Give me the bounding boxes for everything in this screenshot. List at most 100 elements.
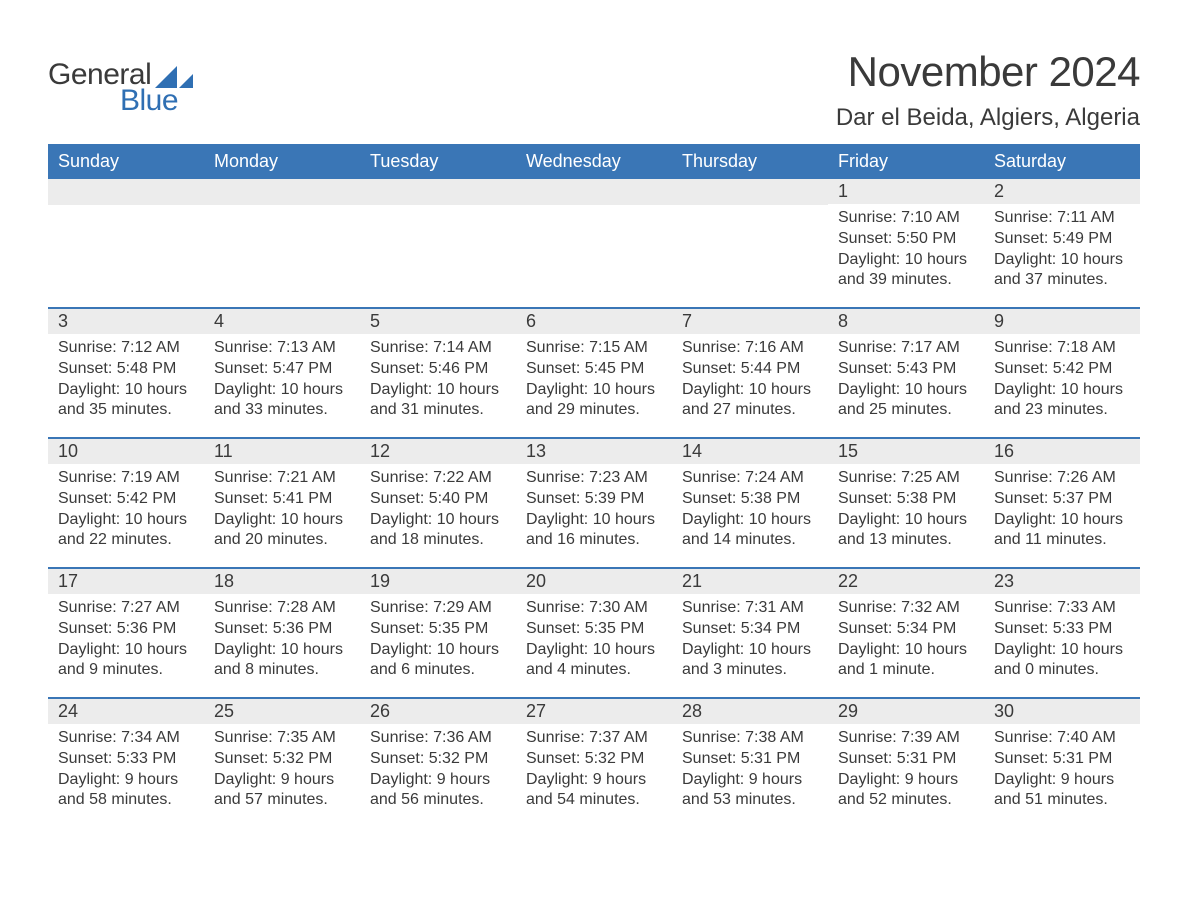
day-number: 9 [984,309,1140,334]
day-details: Sunrise: 7:14 AMSunset: 5:46 PMDaylight:… [360,334,516,421]
day-number [360,179,516,205]
calendar-day: 7Sunrise: 7:16 AMSunset: 5:44 PMDaylight… [672,309,828,437]
daylight-text: Daylight: 10 hours and 9 minutes. [58,640,194,682]
day-details: Sunrise: 7:28 AMSunset: 5:36 PMDaylight:… [204,594,360,681]
sunrise-text: Sunrise: 7:26 AM [994,468,1130,489]
day-number: 10 [48,439,204,464]
calendar-day: 8Sunrise: 7:17 AMSunset: 5:43 PMDaylight… [828,309,984,437]
sunset-text: Sunset: 5:37 PM [994,489,1130,510]
day-details: Sunrise: 7:13 AMSunset: 5:47 PMDaylight:… [204,334,360,421]
daylight-text: Daylight: 10 hours and 16 minutes. [526,510,662,552]
day-number: 24 [48,699,204,724]
sunrise-text: Sunrise: 7:39 AM [838,728,974,749]
day-number: 25 [204,699,360,724]
daylight-text: Daylight: 10 hours and 18 minutes. [370,510,506,552]
sunset-text: Sunset: 5:40 PM [370,489,506,510]
daylight-text: Daylight: 10 hours and 25 minutes. [838,380,974,422]
sunrise-text: Sunrise: 7:37 AM [526,728,662,749]
daylight-text: Daylight: 9 hours and 57 minutes. [214,770,350,812]
sunset-text: Sunset: 5:31 PM [838,749,974,770]
sunrise-text: Sunrise: 7:14 AM [370,338,506,359]
sunrise-text: Sunrise: 7:13 AM [214,338,350,359]
sunset-text: Sunset: 5:47 PM [214,359,350,380]
day-number: 2 [984,179,1140,204]
day-details: Sunrise: 7:25 AMSunset: 5:38 PMDaylight:… [828,464,984,551]
sunrise-text: Sunrise: 7:38 AM [682,728,818,749]
brand-logo: General Blue [48,48,193,118]
calendar-day: 23Sunrise: 7:33 AMSunset: 5:33 PMDayligh… [984,569,1140,697]
sunset-text: Sunset: 5:33 PM [58,749,194,770]
calendar-day: 10Sunrise: 7:19 AMSunset: 5:42 PMDayligh… [48,439,204,567]
day-number: 8 [828,309,984,334]
daylight-text: Daylight: 10 hours and 27 minutes. [682,380,818,422]
sunset-text: Sunset: 5:49 PM [994,229,1130,250]
daylight-text: Daylight: 10 hours and 14 minutes. [682,510,818,552]
daylight-text: Daylight: 10 hours and 4 minutes. [526,640,662,682]
calendar-day [204,179,360,307]
day-details: Sunrise: 7:39 AMSunset: 5:31 PMDaylight:… [828,724,984,811]
sunrise-text: Sunrise: 7:30 AM [526,598,662,619]
sunset-text: Sunset: 5:43 PM [838,359,974,380]
day-details: Sunrise: 7:34 AMSunset: 5:33 PMDaylight:… [48,724,204,811]
day-number: 7 [672,309,828,334]
month-title: November 2024 [836,48,1140,96]
daylight-text: Daylight: 10 hours and 6 minutes. [370,640,506,682]
calendar-day: 29Sunrise: 7:39 AMSunset: 5:31 PMDayligh… [828,699,984,827]
sunset-text: Sunset: 5:32 PM [370,749,506,770]
sunrise-text: Sunrise: 7:40 AM [994,728,1130,749]
sunset-text: Sunset: 5:42 PM [58,489,194,510]
col-sunday: Sunday [48,144,204,179]
calendar-header-row: Sunday Monday Tuesday Wednesday Thursday… [48,144,1140,179]
sunrise-text: Sunrise: 7:25 AM [838,468,974,489]
sunset-text: Sunset: 5:34 PM [838,619,974,640]
calendar-day: 6Sunrise: 7:15 AMSunset: 5:45 PMDaylight… [516,309,672,437]
daylight-text: Daylight: 9 hours and 51 minutes. [994,770,1130,812]
calendar-day: 20Sunrise: 7:30 AMSunset: 5:35 PMDayligh… [516,569,672,697]
day-details: Sunrise: 7:12 AMSunset: 5:48 PMDaylight:… [48,334,204,421]
sunset-text: Sunset: 5:33 PM [994,619,1130,640]
sunset-text: Sunset: 5:32 PM [214,749,350,770]
calendar-day: 28Sunrise: 7:38 AMSunset: 5:31 PMDayligh… [672,699,828,827]
calendar-day: 11Sunrise: 7:21 AMSunset: 5:41 PMDayligh… [204,439,360,567]
sunrise-text: Sunrise: 7:17 AM [838,338,974,359]
daylight-text: Daylight: 9 hours and 54 minutes. [526,770,662,812]
day-details: Sunrise: 7:32 AMSunset: 5:34 PMDaylight:… [828,594,984,681]
sunrise-text: Sunrise: 7:28 AM [214,598,350,619]
daylight-text: Daylight: 10 hours and 11 minutes. [994,510,1130,552]
sunrise-text: Sunrise: 7:19 AM [58,468,194,489]
day-number: 19 [360,569,516,594]
sunset-text: Sunset: 5:50 PM [838,229,974,250]
sunrise-text: Sunrise: 7:21 AM [214,468,350,489]
day-details: Sunrise: 7:21 AMSunset: 5:41 PMDaylight:… [204,464,360,551]
calendar-day: 19Sunrise: 7:29 AMSunset: 5:35 PMDayligh… [360,569,516,697]
day-details: Sunrise: 7:17 AMSunset: 5:43 PMDaylight:… [828,334,984,421]
sunset-text: Sunset: 5:41 PM [214,489,350,510]
calendar-day: 3Sunrise: 7:12 AMSunset: 5:48 PMDaylight… [48,309,204,437]
calendar-day: 17Sunrise: 7:27 AMSunset: 5:36 PMDayligh… [48,569,204,697]
day-details: Sunrise: 7:37 AMSunset: 5:32 PMDaylight:… [516,724,672,811]
calendar-day: 30Sunrise: 7:40 AMSunset: 5:31 PMDayligh… [984,699,1140,827]
calendar-day: 25Sunrise: 7:35 AMSunset: 5:32 PMDayligh… [204,699,360,827]
daylight-text: Daylight: 10 hours and 33 minutes. [214,380,350,422]
day-number: 5 [360,309,516,334]
calendar-day: 5Sunrise: 7:14 AMSunset: 5:46 PMDaylight… [360,309,516,437]
day-details: Sunrise: 7:11 AMSunset: 5:49 PMDaylight:… [984,204,1140,291]
day-details: Sunrise: 7:18 AMSunset: 5:42 PMDaylight:… [984,334,1140,421]
col-wednesday: Wednesday [516,144,672,179]
day-details: Sunrise: 7:40 AMSunset: 5:31 PMDaylight:… [984,724,1140,811]
logo-word-blue: Blue [120,84,193,118]
calendar-day: 9Sunrise: 7:18 AMSunset: 5:42 PMDaylight… [984,309,1140,437]
day-number: 23 [984,569,1140,594]
sunrise-text: Sunrise: 7:10 AM [838,208,974,229]
calendar-week: 24Sunrise: 7:34 AMSunset: 5:33 PMDayligh… [48,697,1140,827]
sunrise-text: Sunrise: 7:22 AM [370,468,506,489]
sunrise-text: Sunrise: 7:32 AM [838,598,974,619]
day-details: Sunrise: 7:33 AMSunset: 5:33 PMDaylight:… [984,594,1140,681]
day-details: Sunrise: 7:10 AMSunset: 5:50 PMDaylight:… [828,204,984,291]
day-details: Sunrise: 7:31 AMSunset: 5:34 PMDaylight:… [672,594,828,681]
day-number: 16 [984,439,1140,464]
day-number [672,179,828,205]
sunset-text: Sunset: 5:31 PM [994,749,1130,770]
daylight-text: Daylight: 10 hours and 39 minutes. [838,250,974,292]
daylight-text: Daylight: 10 hours and 13 minutes. [838,510,974,552]
